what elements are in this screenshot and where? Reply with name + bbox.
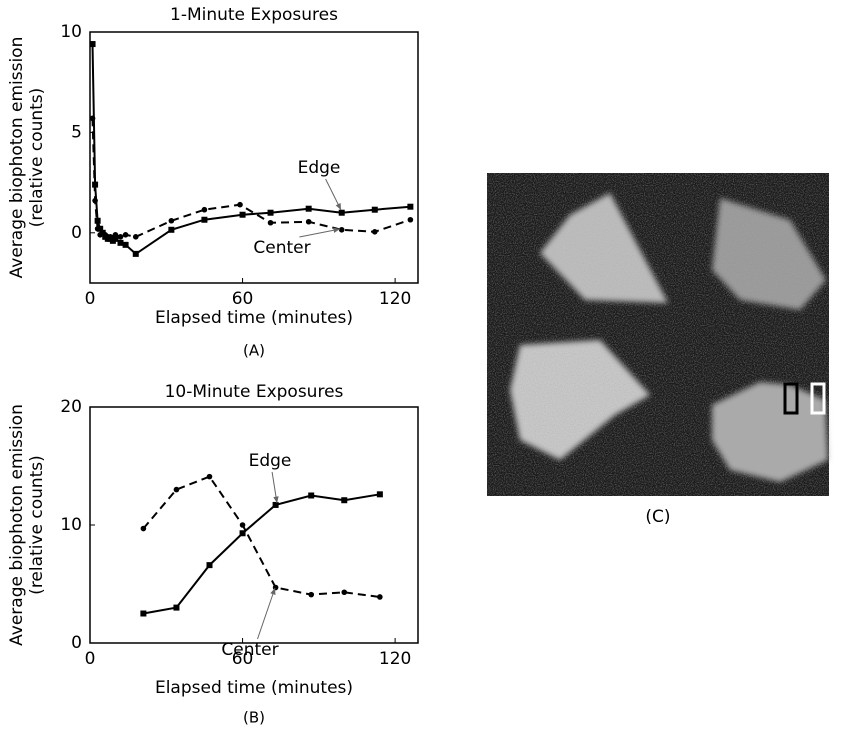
annotation: Center [221, 640, 278, 660]
caption: (A) [243, 342, 265, 360]
marker [305, 218, 312, 225]
x-tick-label: 120 [379, 289, 411, 309]
marker [168, 217, 175, 224]
marker [267, 209, 274, 216]
marker [140, 525, 147, 532]
marker [371, 206, 378, 213]
y-tick-label: 0 [71, 223, 82, 243]
marker [173, 486, 180, 493]
marker [338, 209, 345, 216]
x-tick-label: 0 [85, 289, 96, 309]
arrow-head [273, 496, 279, 503]
marker [173, 604, 180, 611]
plot-frame [89, 31, 419, 284]
marker [407, 203, 414, 210]
marker [94, 217, 101, 224]
marker [239, 211, 246, 218]
marker [112, 232, 119, 238]
series-line [91, 43, 411, 256]
marker [132, 250, 139, 257]
y-tick-label: 0 [71, 633, 82, 653]
marker [308, 591, 315, 598]
marker [376, 491, 383, 498]
plot-frame [89, 406, 419, 644]
series-line [143, 493, 381, 615]
marker [407, 216, 414, 223]
marker [89, 41, 96, 48]
chart-title: 10-Minute Exposures [165, 382, 344, 402]
caption: (B) [243, 709, 265, 727]
y-axis-label: Average biophoton emission [7, 404, 27, 646]
arrow-head [270, 588, 276, 595]
x-axis-label: Elapsed time (minutes) [155, 678, 353, 698]
marker [201, 216, 208, 223]
y-axis-label: (relative counts) [27, 88, 47, 228]
annotation: Center [253, 238, 310, 258]
marker [107, 234, 114, 240]
marker [112, 235, 119, 242]
marker [92, 197, 98, 204]
marker [341, 497, 348, 504]
marker [132, 234, 139, 240]
y-tick-label: 20 [60, 397, 82, 417]
y-tick-label: 10 [60, 22, 82, 42]
marker [117, 234, 124, 240]
y-axis-label: (relative counts) [27, 455, 47, 595]
marker [338, 226, 345, 233]
marker [117, 239, 124, 246]
arrow-head [335, 203, 341, 210]
marker [201, 206, 208, 213]
marker [206, 473, 213, 480]
x-axis-label: Elapsed time (minutes) [155, 308, 353, 328]
marker [308, 492, 315, 499]
annotation: Edge [298, 158, 341, 178]
marker [206, 562, 213, 569]
marker [140, 610, 147, 617]
image-caption: (C) [645, 507, 670, 527]
marker [122, 232, 129, 238]
series-line [91, 118, 411, 238]
y-tick-label: 10 [60, 515, 82, 535]
series-line [142, 475, 381, 598]
x-tick-label: 60 [232, 649, 254, 669]
arrow-head [333, 227, 340, 233]
x-tick-label: 120 [379, 649, 411, 669]
photo: (C) [487, 173, 829, 527]
y-tick-label: 5 [71, 122, 82, 142]
marker [94, 225, 101, 232]
marker [122, 241, 129, 248]
marker [377, 594, 383, 600]
marker [89, 115, 96, 122]
marker [272, 501, 279, 508]
marker [305, 205, 312, 212]
marker [341, 589, 348, 596]
x-tick-label: 60 [232, 289, 254, 309]
annotation-arrow [257, 587, 276, 640]
annotation-arrow [299, 228, 341, 238]
marker [239, 530, 246, 537]
marker [168, 226, 175, 233]
marker [371, 228, 378, 235]
marker [267, 219, 274, 226]
x-tick-label: 0 [85, 649, 96, 669]
annotation: Edge [249, 451, 292, 471]
marker [239, 522, 246, 528]
y-axis-label: Average biophoton emission [7, 37, 27, 279]
chart-title: 1-Minute Exposures [170, 5, 338, 25]
marker [237, 201, 243, 208]
